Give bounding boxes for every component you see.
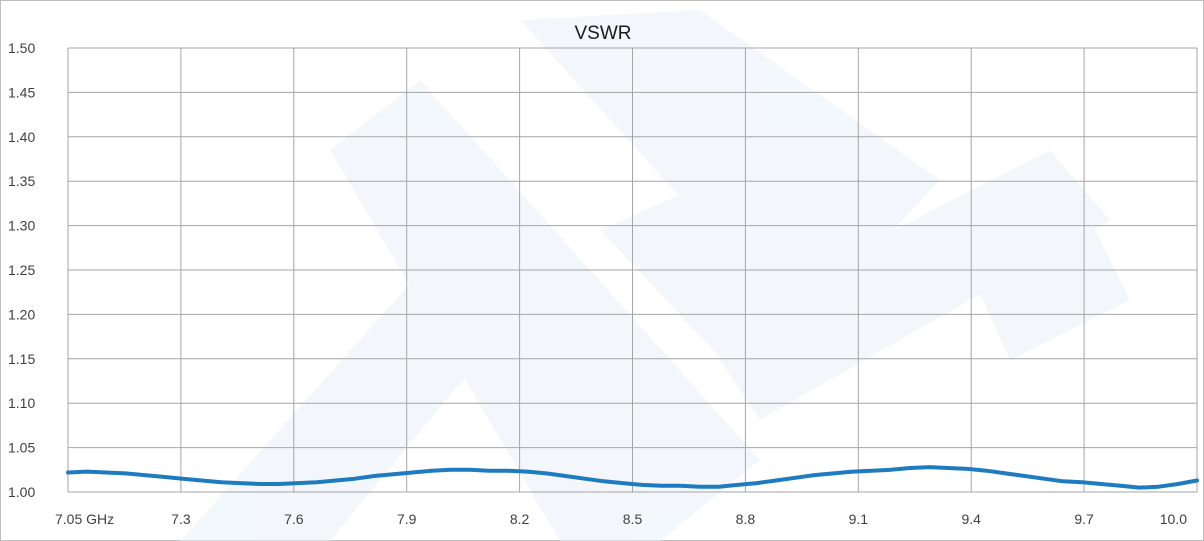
x-tick-label: 8.5	[623, 511, 643, 527]
y-tick-label: 1.25	[8, 262, 35, 278]
x-tick-label: 9.1	[849, 511, 869, 527]
x-tick-label: 10.0	[1160, 511, 1187, 527]
y-tick-label: 1.05	[8, 440, 35, 456]
x-tick-label: 9.7	[1074, 511, 1094, 527]
x-tick-label: 8.2	[510, 511, 530, 527]
watermark-logo	[180, 10, 1130, 541]
y-tick-label: 1.15	[8, 351, 35, 367]
y-axis-ticks: 1.00 1.05 1.10 1.15 1.20 1.25 1.30 1.35 1.40 1.45…	[8, 40, 35, 500]
y-tick-label: 1.35	[8, 173, 35, 189]
chart-title: VSWR	[575, 23, 632, 44]
y-tick-label: 1.00	[8, 484, 35, 500]
x-tick-label: 7.9	[397, 511, 417, 527]
x-tick-label: 7.05 GHz	[55, 511, 114, 527]
y-tick-label: 1.30	[8, 218, 35, 234]
y-tick-label: 1.50	[8, 40, 35, 56]
y-tick-label: 1.40	[8, 129, 35, 145]
x-axis-ticks: 7.05 GHz 7.3 7.6 7.9 8.2 8.5 8.8 9.1 9.4 9.7 10.0	[55, 511, 1187, 527]
x-tick-label: 9.4	[961, 511, 981, 527]
y-tick-label: 1.20	[8, 306, 35, 322]
y-tick-label: 1.45	[8, 84, 35, 100]
x-tick-label: 7.3	[171, 511, 191, 527]
x-tick-label: 8.8	[736, 511, 756, 527]
x-tick-label: 7.6	[284, 511, 304, 527]
series-layer	[66, 465, 1199, 490]
y-tick-label: 1.10	[8, 395, 35, 411]
series-line	[66, 465, 1199, 490]
grid-lines	[67, 47, 1198, 493]
